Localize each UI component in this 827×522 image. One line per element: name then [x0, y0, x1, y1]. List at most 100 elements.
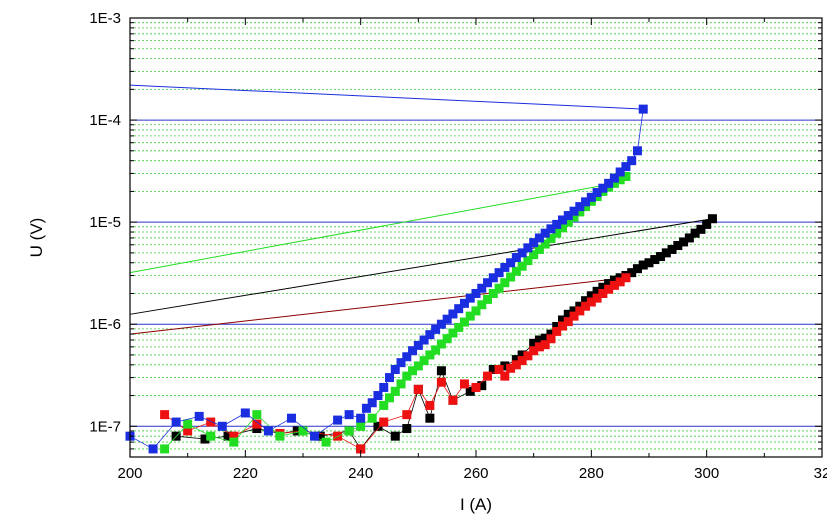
- data-point: [517, 350, 527, 360]
- data-point: [546, 234, 556, 244]
- data-point: [436, 319, 446, 329]
- data-point: [529, 238, 539, 248]
- data-point: [667, 244, 677, 254]
- x-tick-label: 240: [348, 465, 373, 482]
- data-point: [500, 278, 510, 288]
- data-point: [465, 311, 475, 321]
- data-point: [292, 426, 302, 436]
- data-point: [148, 444, 158, 454]
- data-point: [402, 371, 412, 381]
- data-point: [523, 351, 533, 361]
- data-point: [459, 298, 469, 308]
- data-point: [431, 324, 441, 334]
- data-point: [171, 417, 181, 427]
- data-point: [586, 291, 596, 301]
- data-point: [448, 395, 458, 405]
- data-point: [275, 431, 285, 441]
- data-point: [511, 360, 521, 370]
- data-point: [413, 361, 423, 371]
- data-point: [581, 197, 591, 207]
- y-tick-label: 1E-4: [89, 112, 121, 129]
- y-tick-label: 1E-7: [89, 418, 121, 435]
- data-point: [569, 306, 579, 316]
- data-point: [621, 162, 631, 172]
- data-point: [356, 421, 366, 431]
- data-point: [356, 413, 366, 423]
- x-tick-label: 280: [579, 465, 604, 482]
- data-point: [679, 237, 689, 247]
- data-point: [471, 306, 481, 316]
- data-point: [217, 421, 227, 431]
- y-axis: 1E-7 1E-6 1E-5 1E-4 1E-3: [89, 10, 822, 450]
- data-point: [546, 329, 556, 339]
- data-point: [540, 333, 550, 343]
- data-point: [298, 426, 308, 436]
- data-point: [604, 279, 614, 289]
- grid: [130, 22, 822, 450]
- data-point: [459, 317, 469, 327]
- data-point: [373, 391, 383, 401]
- data-point: [500, 361, 510, 371]
- data-point: [454, 304, 464, 314]
- data-point: [540, 239, 550, 249]
- data-point: [569, 311, 579, 321]
- data-series: [125, 104, 717, 454]
- data-point: [477, 381, 487, 391]
- data-point: [373, 421, 383, 431]
- data-point: [425, 330, 435, 340]
- data-point: [402, 352, 412, 362]
- data-point: [632, 146, 642, 156]
- x-tick-label: 260: [463, 465, 488, 482]
- data-point: [511, 266, 521, 276]
- fit-line-green: [129, 182, 615, 274]
- data-point: [563, 309, 573, 319]
- data-point: [707, 214, 717, 224]
- data-point: [367, 398, 377, 408]
- data-point: [552, 321, 562, 331]
- data-point: [494, 283, 504, 293]
- data-point: [581, 301, 591, 311]
- data-point: [390, 364, 400, 374]
- data-point: [194, 411, 204, 421]
- data-point: [465, 293, 475, 303]
- data-point: [315, 431, 325, 441]
- fit-line-dark_red: [129, 277, 626, 335]
- data-point: [575, 202, 585, 212]
- data-point: [344, 410, 354, 420]
- data-point: [529, 346, 539, 356]
- data-point: [604, 178, 614, 188]
- data-point: [627, 156, 637, 166]
- data-point: [569, 212, 579, 222]
- data-point: [408, 366, 418, 376]
- data-point: [488, 273, 498, 283]
- data-point: [183, 426, 193, 436]
- data-point: [609, 280, 619, 290]
- data-point: [229, 437, 239, 447]
- data-point: [696, 224, 706, 234]
- data-point: [523, 256, 533, 266]
- data-point: [223, 431, 233, 441]
- x-tick-label: 200: [117, 465, 142, 482]
- data-point: [546, 224, 556, 234]
- data-point: [517, 248, 527, 258]
- y-tick-label: 1E-5: [89, 214, 121, 231]
- data-point: [558, 315, 567, 325]
- data-point: [575, 306, 585, 316]
- data-point: [160, 444, 170, 454]
- data-point: [511, 355, 521, 365]
- data-point: [206, 417, 216, 427]
- data-point: [506, 272, 516, 282]
- data-point: [511, 253, 521, 263]
- data-point: [500, 371, 510, 381]
- data-point: [615, 175, 625, 185]
- data-point: [592, 188, 602, 198]
- data-point: [488, 288, 498, 298]
- y-axis-title: U (V): [27, 218, 46, 258]
- series-blue: [125, 104, 648, 454]
- data-point: [656, 252, 666, 262]
- data-point: [598, 183, 608, 193]
- data-point: [517, 356, 527, 366]
- data-point: [408, 346, 418, 356]
- fit-line-black: [129, 218, 713, 315]
